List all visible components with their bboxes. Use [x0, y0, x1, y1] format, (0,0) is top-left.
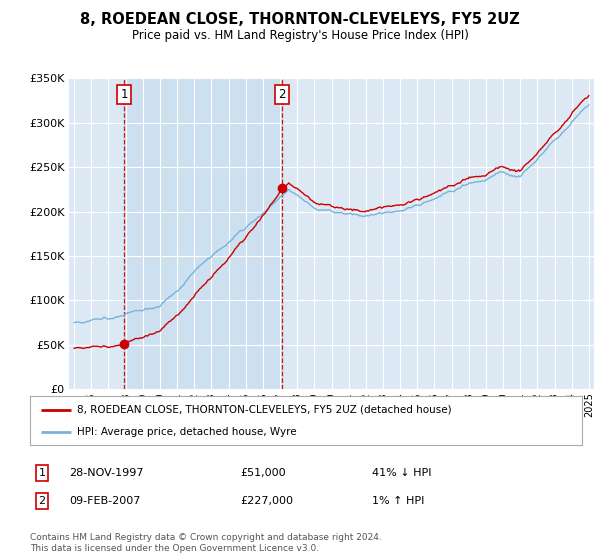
Text: £227,000: £227,000 — [240, 496, 293, 506]
Text: 41% ↓ HPI: 41% ↓ HPI — [372, 468, 431, 478]
Text: 1: 1 — [38, 468, 46, 478]
Text: Price paid vs. HM Land Registry's House Price Index (HPI): Price paid vs. HM Land Registry's House … — [131, 29, 469, 42]
Bar — [124, 78, 282, 389]
Text: HPI: Average price, detached house, Wyre: HPI: Average price, detached house, Wyre — [77, 427, 296, 437]
Text: 2: 2 — [278, 88, 286, 101]
Text: £51,000: £51,000 — [240, 468, 286, 478]
Text: 2: 2 — [38, 496, 46, 506]
Text: 8, ROEDEAN CLOSE, THORNTON-CLEVELEYS, FY5 2UZ: 8, ROEDEAN CLOSE, THORNTON-CLEVELEYS, FY… — [80, 12, 520, 27]
Text: 8, ROEDEAN CLOSE, THORNTON-CLEVELEYS, FY5 2UZ (detached house): 8, ROEDEAN CLOSE, THORNTON-CLEVELEYS, FY… — [77, 405, 452, 415]
Text: 28-NOV-1997: 28-NOV-1997 — [69, 468, 143, 478]
Text: Contains HM Land Registry data © Crown copyright and database right 2024.
This d: Contains HM Land Registry data © Crown c… — [30, 533, 382, 553]
Text: 09-FEB-2007: 09-FEB-2007 — [69, 496, 140, 506]
Text: 1% ↑ HPI: 1% ↑ HPI — [372, 496, 424, 506]
Text: 1: 1 — [121, 88, 128, 101]
